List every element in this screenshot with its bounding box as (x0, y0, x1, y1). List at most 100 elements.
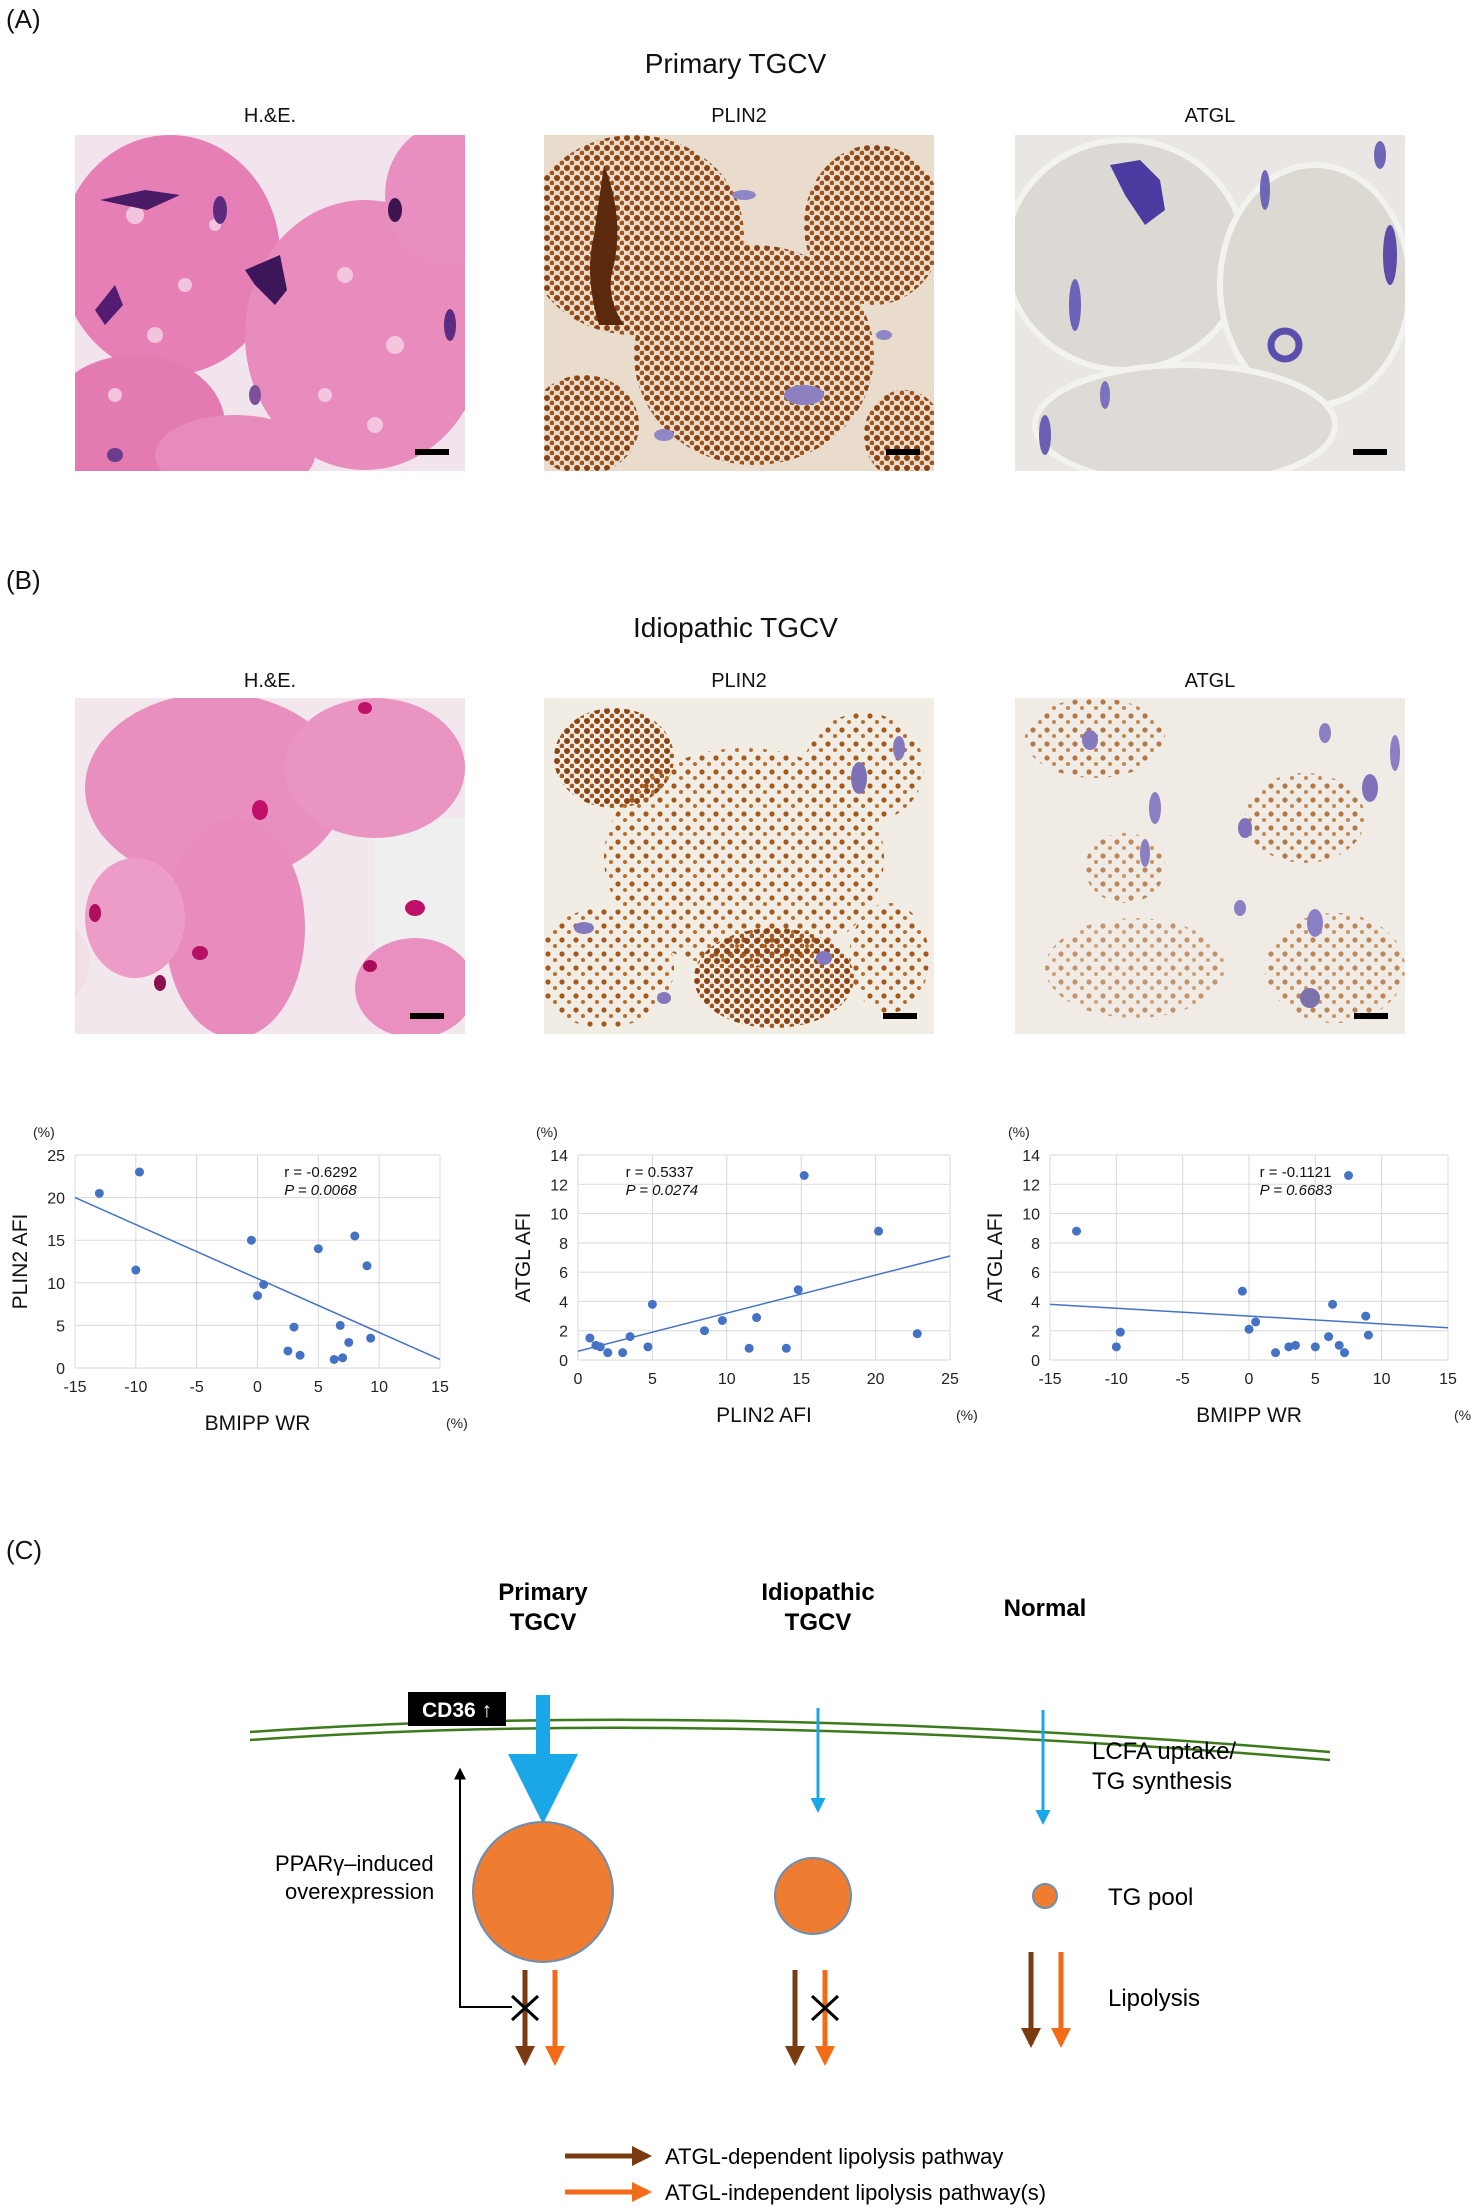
scale-bar (886, 449, 920, 455)
y-tick-label: 10 (47, 1276, 65, 1293)
data-point (1324, 1332, 1334, 1342)
panel-a-title: Primary TGCV (644, 48, 827, 79)
data-point (717, 1315, 727, 1325)
micrograph-a-atgl (1015, 135, 1405, 471)
data-point (313, 1244, 323, 1254)
y-tick-label: 25 (47, 1148, 65, 1165)
data-point (1344, 1171, 1353, 1180)
micrograph-a-he (75, 135, 465, 471)
data-point (793, 1285, 803, 1295)
block-mark-idiopathic (810, 1994, 840, 2022)
data-point (1072, 1226, 1082, 1236)
data-point (618, 1348, 628, 1358)
x-tick-label: -5 (1176, 1371, 1190, 1388)
scale-bar (1354, 1013, 1388, 1019)
y-tick-label: 2 (559, 1324, 568, 1341)
lipolysis-label: Lipolysis (1108, 1985, 1200, 2012)
panel-b-letter: (B) (6, 565, 41, 595)
y-axis-title: PLIN2 AFI (9, 1214, 32, 1310)
data-point (131, 1265, 141, 1275)
x-tick-label: 10 (370, 1379, 388, 1396)
data-point (699, 1326, 709, 1336)
data-point (1244, 1324, 1254, 1334)
x-tick-label: 10 (1373, 1371, 1391, 1388)
data-point (585, 1333, 595, 1343)
x-axis-title: BMIPP WR (1196, 1404, 1302, 1427)
x-tick-label: 20 (867, 1371, 885, 1388)
lcfa-label-line2: TG synthesis (1092, 1768, 1232, 1795)
trend-line (74, 1196, 441, 1361)
x-axis-title: BMIPP WR (205, 1412, 311, 1435)
panel-b-label-atgl: ATGL (1184, 670, 1236, 692)
stat-p: P = 0.0274 (626, 1182, 698, 1199)
scale-bar (1353, 449, 1387, 455)
x-tick-label: 0 (1245, 1371, 1254, 1388)
x-tick-label: -15 (63, 1379, 86, 1396)
data-point (595, 1342, 605, 1352)
data-point (344, 1337, 354, 1347)
membrane-line-outer (249, 1718, 1331, 1754)
data-point (1363, 1330, 1373, 1340)
trend-line (577, 1255, 951, 1352)
data-point (1328, 1299, 1338, 1309)
data-point (335, 1320, 345, 1330)
data-point (1310, 1342, 1320, 1352)
cd36-box (408, 1692, 506, 1726)
data-point (1340, 1348, 1350, 1358)
y-unit-label: (%) (536, 1124, 558, 1140)
data-point (625, 1332, 635, 1342)
x-axis-title: PLIN2 AFI (716, 1404, 812, 1427)
x-tick-label: 15 (1439, 1371, 1457, 1388)
x-tick-label: -10 (124, 1379, 147, 1396)
data-point (781, 1343, 791, 1353)
data-point (1115, 1327, 1125, 1337)
x-tick-label: -10 (1105, 1371, 1128, 1388)
x-unit-label: (%) (1454, 1407, 1471, 1423)
tg-pool-primary (472, 1821, 614, 1963)
y-tick-label: 14 (1022, 1148, 1040, 1165)
stat-r: r = 0.5337 (626, 1164, 694, 1181)
data-point (283, 1346, 293, 1356)
y-tick-label: 8 (559, 1236, 568, 1253)
data-point (603, 1348, 613, 1358)
y-axis-title: ATGL AFI (984, 1213, 1007, 1303)
data-point (752, 1313, 762, 1323)
x-tick-label: 5 (1311, 1371, 1320, 1388)
panel-b-label-plin2: PLIN2 (711, 670, 767, 692)
data-point (799, 1171, 809, 1180)
data-point (1334, 1340, 1344, 1350)
y-tick-label: 15 (47, 1233, 65, 1250)
data-point (1271, 1348, 1281, 1358)
data-point (912, 1329, 922, 1339)
y-tick-label: 6 (559, 1265, 568, 1282)
y-tick-label: 4 (1031, 1294, 1040, 1311)
tg-pool-normal (1032, 1883, 1058, 1909)
data-point (259, 1280, 269, 1290)
x-tick-label: 15 (792, 1371, 810, 1388)
y-tick-label: 8 (1031, 1236, 1040, 1253)
col-primary-line2: TGCV (510, 1609, 577, 1636)
trend-line (1049, 1303, 1449, 1329)
x-tick-label: 5 (648, 1371, 657, 1388)
y-tick-label: 10 (550, 1207, 568, 1224)
stat-r: r = -0.1121 (1260, 1164, 1332, 1181)
data-point (1251, 1317, 1261, 1327)
x-tick-label: 0 (253, 1379, 262, 1396)
micrograph-b-plin2 (544, 698, 934, 1034)
y-tick-label: 0 (1031, 1353, 1040, 1370)
data-point (94, 1188, 104, 1198)
micrograph-b-he (75, 698, 465, 1034)
panel-b-label-he: H.&E. (243, 670, 297, 692)
x-tick-label: 5 (314, 1379, 323, 1396)
col-idiopathic-line1: Idiopathic (761, 1579, 874, 1606)
col-idiopathic-line2: TGCV (785, 1609, 852, 1636)
y-tick-label: 2 (1031, 1324, 1040, 1341)
y-tick-label: 0 (559, 1353, 568, 1370)
x-tick-label: 25 (941, 1371, 959, 1388)
panel-b-title: Idiopathic TGCV (633, 612, 838, 643)
data-point (744, 1343, 754, 1353)
panel-a-letter: (A) (6, 4, 41, 34)
panel-a-label-atgl: ATGL (1184, 105, 1236, 127)
ppar-label-line1: PPARγ–induced (275, 1851, 434, 1876)
